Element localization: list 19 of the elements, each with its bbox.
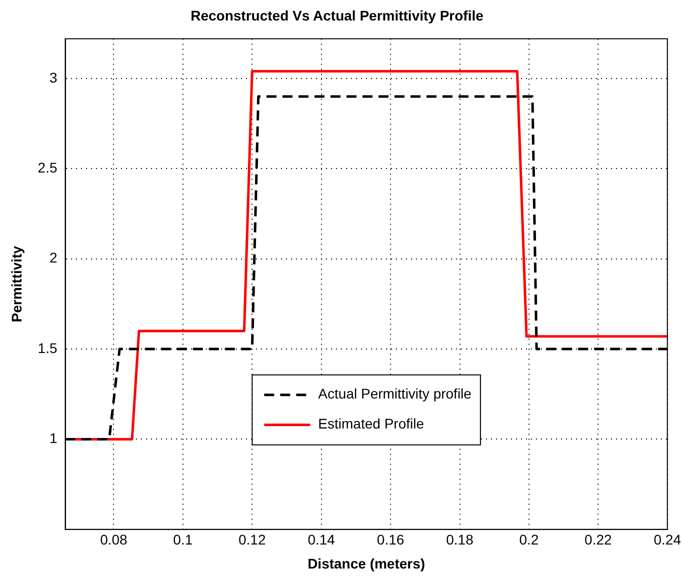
legend-label: Estimated Profile <box>318 416 424 432</box>
x-tick-label: 0.22 <box>584 532 612 548</box>
y-tick-label: 1 <box>49 430 58 446</box>
x-tick-label: 0.1 <box>173 532 193 548</box>
y-tick-label: 2.5 <box>38 160 58 176</box>
x-tick-label: 0.18 <box>446 532 474 548</box>
y-tick-label: 3 <box>49 69 58 86</box>
y-axis-title: Permittivity <box>8 246 24 322</box>
x-tick-label: 0.14 <box>308 532 336 548</box>
chart-title: Reconstructed Vs Actual Permittivity Profile <box>190 7 484 24</box>
x-tick-label: 0.2 <box>519 532 539 548</box>
x-tick-label: 0.08 <box>100 532 128 548</box>
y-tick-label: 1.5 <box>38 340 58 356</box>
x-tick-label: 0.24 <box>654 532 682 548</box>
y-tick-label: 2 <box>49 250 58 266</box>
x-axis-title: Distance (meters) <box>308 555 426 572</box>
x-tick-label: 0.12 <box>238 532 266 548</box>
legend-label: Actual Permittivity profile <box>318 386 472 402</box>
x-tick-label: 0.16 <box>376 532 404 548</box>
